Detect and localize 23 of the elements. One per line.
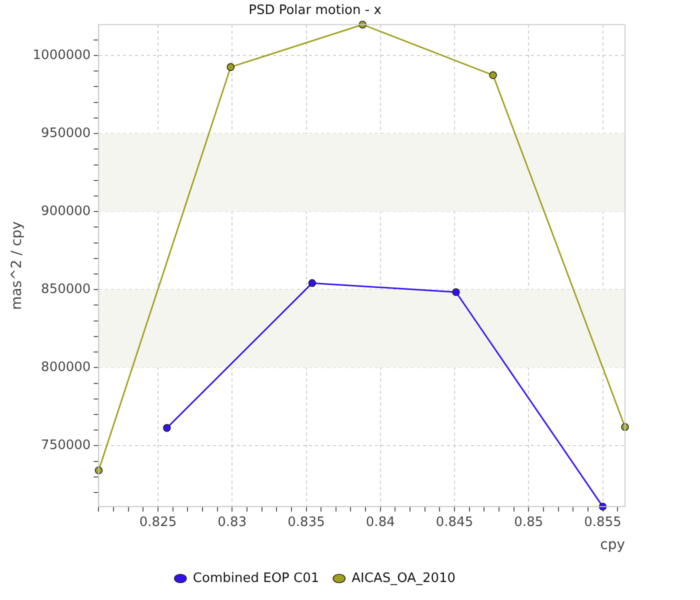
legend-label: Combined EOP C01 xyxy=(192,570,320,586)
y-tick-label: 1000000 xyxy=(32,48,91,63)
x-tick-label: 0.845 xyxy=(436,514,474,530)
y-tick-label: 900000 xyxy=(41,204,91,219)
x-tick-label: 0.825 xyxy=(139,514,177,530)
point xyxy=(308,279,316,287)
y-tick-label: 950000 xyxy=(41,126,91,141)
x-tick-label: 0.855 xyxy=(584,514,622,530)
x-tick-label: 0.84 xyxy=(366,514,395,530)
y-tick-label: 750000 xyxy=(41,438,91,454)
legend-label: AICAS_OA_2010 xyxy=(352,570,456,586)
point xyxy=(452,288,460,296)
y-tick-label: 850000 xyxy=(41,282,91,298)
point xyxy=(226,63,235,71)
point xyxy=(162,424,171,432)
y-axis-title: mas^2 / cpy xyxy=(9,221,26,310)
x-tick-label: 0.835 xyxy=(288,514,325,530)
x-axis-title: cpy xyxy=(600,537,625,554)
x-tick-label: 0.85 xyxy=(514,514,544,530)
y-tick-label: 800000 xyxy=(41,360,91,376)
chart-title: PSD Polar motion - x xyxy=(248,3,382,18)
x-tick-label: 0.83 xyxy=(218,514,247,530)
point xyxy=(489,71,497,80)
